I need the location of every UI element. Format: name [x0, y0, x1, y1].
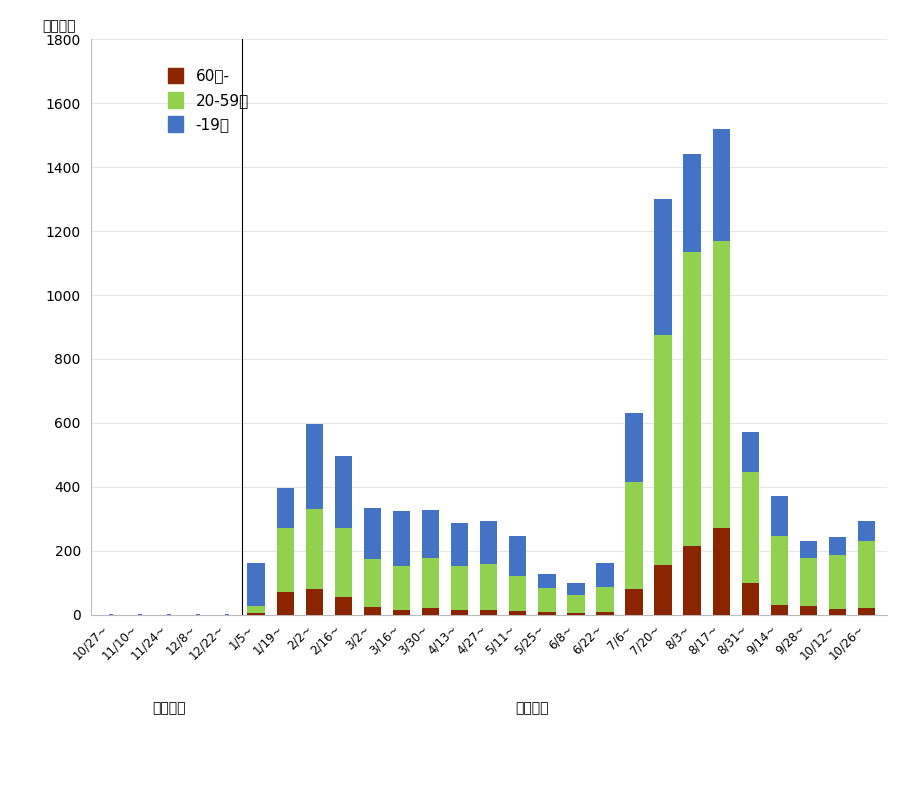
Bar: [800, 541, 817, 559]
Bar: [364, 508, 381, 559]
Bar: [741, 473, 759, 582]
Bar: [335, 597, 352, 615]
Bar: [195, 614, 200, 615]
Bar: [167, 614, 171, 615]
Bar: [858, 608, 875, 615]
Bar: [247, 563, 265, 606]
Bar: [277, 529, 294, 593]
Bar: [138, 614, 142, 615]
Bar: [683, 252, 700, 546]
Bar: [567, 582, 585, 596]
Bar: [364, 559, 381, 607]
Bar: [422, 608, 439, 615]
Bar: [364, 607, 381, 615]
Bar: [393, 566, 410, 610]
Bar: [829, 609, 846, 615]
Text: 令和４年: 令和４年: [516, 701, 549, 715]
Bar: [247, 606, 265, 613]
Bar: [109, 614, 113, 615]
Bar: [451, 566, 469, 610]
Bar: [596, 612, 614, 615]
Legend: 60歳-, 20-59歳, -19歳: 60歳-, 20-59歳, -19歳: [162, 61, 255, 139]
Bar: [741, 433, 759, 473]
Bar: [538, 612, 556, 615]
Bar: [451, 610, 469, 615]
Bar: [625, 414, 643, 482]
Bar: [596, 563, 614, 586]
Bar: [509, 611, 527, 615]
Bar: [538, 574, 556, 588]
Bar: [422, 558, 439, 608]
Bar: [393, 511, 410, 566]
Bar: [247, 613, 265, 615]
Text: 令和３年: 令和３年: [152, 701, 186, 715]
Bar: [509, 537, 527, 576]
Bar: [829, 556, 846, 609]
Bar: [800, 559, 817, 606]
Bar: [858, 541, 875, 608]
Bar: [771, 496, 788, 537]
Bar: [509, 576, 527, 611]
Bar: [712, 529, 730, 615]
Bar: [335, 529, 352, 597]
Bar: [306, 589, 323, 615]
Bar: [596, 586, 614, 612]
Bar: [625, 589, 643, 615]
Bar: [225, 614, 229, 615]
Bar: [683, 546, 700, 615]
Bar: [277, 593, 294, 615]
Bar: [451, 522, 469, 566]
Bar: [771, 605, 788, 615]
Bar: [393, 610, 410, 615]
Bar: [800, 606, 817, 615]
Bar: [712, 241, 730, 529]
Bar: [277, 489, 294, 529]
Bar: [654, 565, 672, 615]
Text: （千人）: （千人）: [43, 20, 76, 34]
Bar: [741, 582, 759, 615]
Bar: [306, 425, 323, 509]
Bar: [480, 564, 498, 610]
Bar: [712, 129, 730, 241]
Bar: [829, 537, 846, 556]
Bar: [567, 613, 585, 615]
Bar: [858, 522, 875, 541]
Bar: [771, 537, 788, 605]
Bar: [306, 509, 323, 589]
Bar: [654, 199, 672, 335]
Bar: [422, 510, 439, 558]
Bar: [683, 154, 700, 252]
Bar: [654, 335, 672, 565]
Bar: [480, 521, 498, 564]
Bar: [335, 456, 352, 529]
Bar: [567, 596, 585, 613]
Bar: [538, 588, 556, 612]
Bar: [625, 482, 643, 589]
Bar: [480, 610, 498, 615]
